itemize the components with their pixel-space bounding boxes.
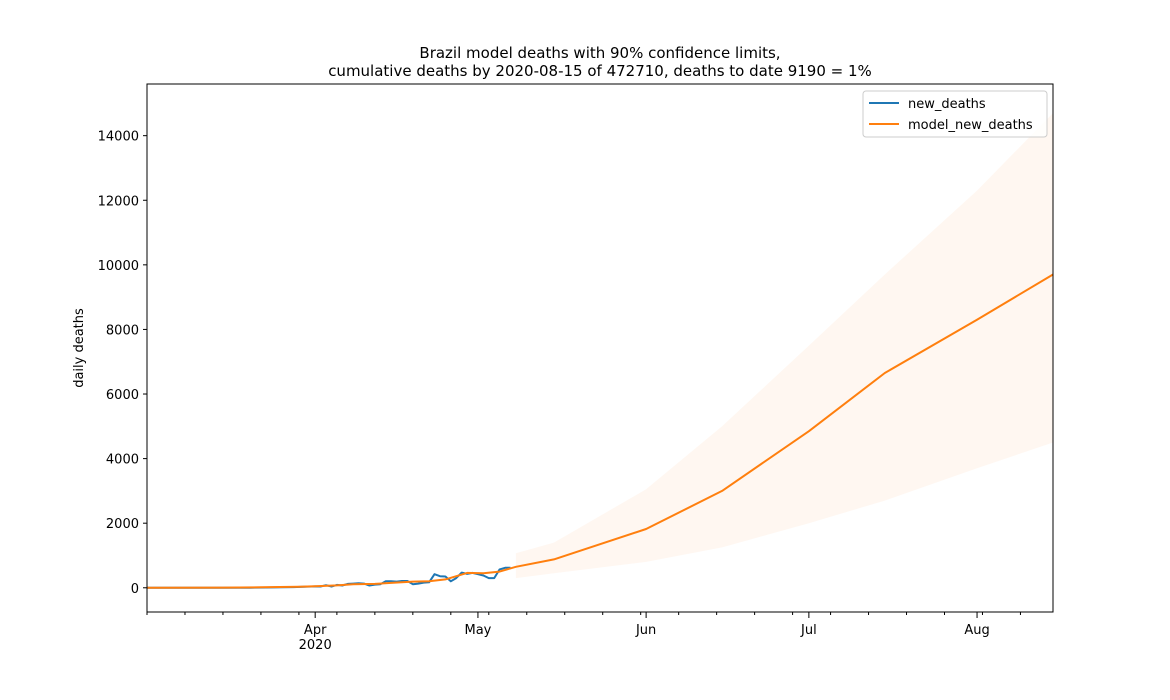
chart-title-line2: cumulative deaths by 2020-08-15 of 47271… — [328, 62, 872, 80]
legend-label-model-new-deaths: model_new_deaths — [908, 118, 1033, 133]
y-tick-label-0: 0 — [131, 582, 139, 597]
x-tick-year-label: 2020 — [299, 638, 332, 653]
y-tick-label-4000: 4000 — [106, 453, 139, 468]
x-tick-label-may: May — [464, 623, 491, 638]
plot-frame — [146, 83, 1054, 613]
x-tick-label-apr: Apr — [304, 623, 327, 638]
y-tick-label-6000: 6000 — [106, 388, 139, 403]
chart-title-line1: Brazil model deaths with 90% confidence … — [419, 44, 780, 62]
x-tick-label-aug: Aug — [964, 623, 989, 638]
y-tick-label-2000: 2000 — [106, 517, 139, 532]
y-tick-label-10000: 10000 — [98, 259, 139, 274]
y-tick-label-8000: 8000 — [106, 323, 139, 338]
legend-label-new-deaths: new_deaths — [908, 97, 986, 112]
confidence-band — [515, 113, 1053, 579]
y-axis-label: daily deaths — [72, 308, 87, 388]
x-tick-label-jun: Jun — [635, 623, 656, 638]
legend: new_deaths model_new_deaths — [862, 90, 1048, 138]
legend-box — [862, 90, 1048, 138]
series-line-model-new-deaths — [146, 273, 1054, 589]
x-tick-label-jul: Jul — [800, 623, 817, 638]
y-tick-label-12000: 12000 — [98, 194, 139, 209]
y-tick-label-14000: 14000 — [98, 130, 139, 145]
